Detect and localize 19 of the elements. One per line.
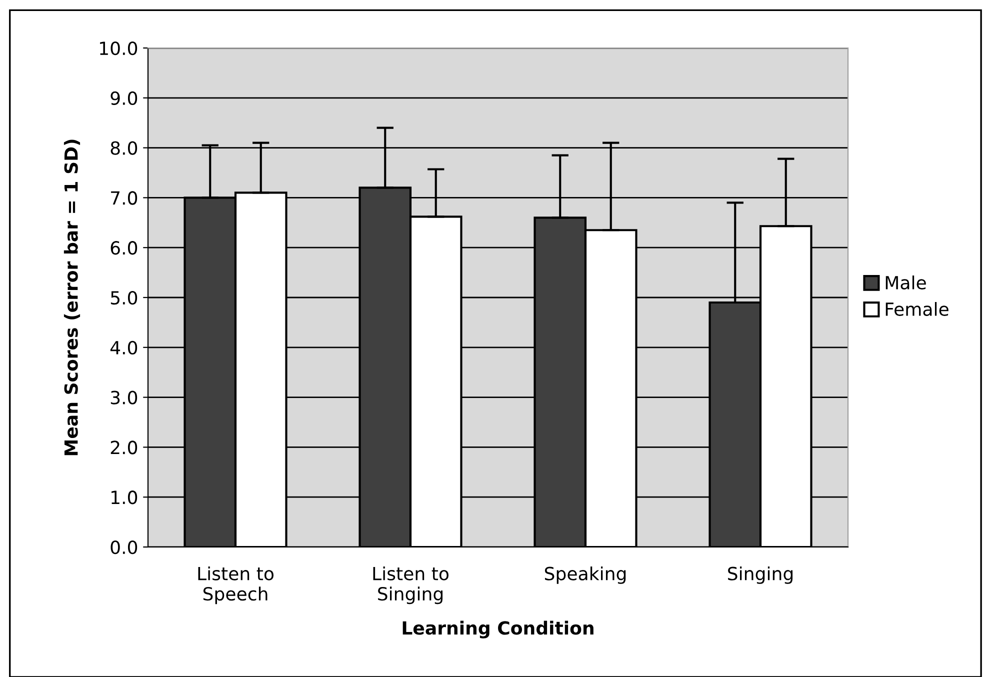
y-tick-label: 0.0	[110, 540, 138, 554]
x-tick-label: Listen to Singing	[373, 566, 449, 604]
y-tick-label: 5.0	[110, 290, 138, 305]
x-tick-label: Singing	[728, 566, 793, 584]
y-tick-label: 4.0	[110, 340, 138, 355]
x-tick-label: Listen to Speech	[198, 566, 274, 604]
y-tick-label: 6.0	[110, 241, 138, 255]
y-tick-label: 1.0	[112, 490, 138, 504]
y-tick-label: 3.0	[110, 390, 138, 404]
y-tick-label: 9.0	[110, 91, 138, 106]
y-tick-label: 8.0	[110, 141, 138, 155]
y-tick-label: 7.0	[111, 191, 138, 205]
y-tick-label: 2.0	[110, 440, 138, 454]
y-axis-title: Mean Scores (error bar = 1 SD)	[64, 140, 80, 456]
y-tick-label: 10.0	[100, 41, 138, 56]
x-axis-title: Learning Condition	[402, 620, 594, 638]
legend-label: Male	[886, 276, 926, 290]
legend-label: Female	[886, 302, 948, 316]
x-tick-label: Speaking	[544, 566, 626, 584]
